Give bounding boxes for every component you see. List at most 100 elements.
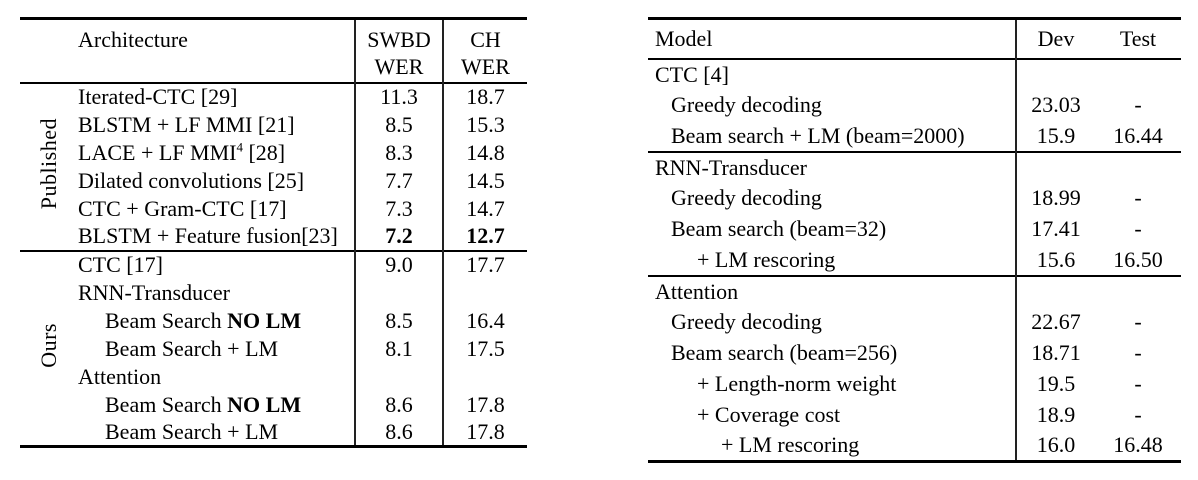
model-cell: RNN-Transducer <box>655 154 807 180</box>
architecture-cell: Beam Search NO LM <box>78 391 355 419</box>
table-row: Beam search + LM (beam=2000) 15.9 16.44 <box>648 120 1181 152</box>
dev-cell <box>1015 275 1095 307</box>
table-row: RNN-Transducer <box>648 151 1181 183</box>
table-row: Beam search (beam=32) 17.41 - <box>648 213 1181 245</box>
model-cell: + LM rescoring <box>721 432 860 458</box>
model-cell: Beam search (beam=256) <box>671 340 898 365</box>
table-row: + Coverage cost 18.9 - <box>648 399 1181 431</box>
dev-cell: 15.9 <box>1015 120 1095 152</box>
table-row: Attention <box>648 275 1181 307</box>
dev-cell: 22.67 <box>1015 306 1095 338</box>
model-cell: + Length-norm weight <box>697 371 897 396</box>
model-cell: Beam search (beam=32) <box>671 216 887 241</box>
ch-cell <box>442 362 527 391</box>
test-cell: - <box>1134 309 1142 334</box>
right-header-row: Model Dev Test <box>648 18 1181 59</box>
model-cell: CTC [4] <box>655 61 729 87</box>
header-swbd: SWBD <box>367 27 431 52</box>
group-label-published: Published <box>36 117 61 210</box>
table-row: LACE + LF MMI4 [28] 8.3 14.8 <box>20 138 527 167</box>
group-cell-published: Published <box>20 83 78 251</box>
swbd-cell: 8.5 <box>354 306 443 335</box>
swbd-cell: 7.2 <box>354 222 443 251</box>
ch-cell: 16.4 <box>442 306 527 335</box>
test-cell <box>1095 152 1181 183</box>
table-row: Dilated convolutions [25] 7.7 14.5 <box>20 166 527 195</box>
model-cell: + LM rescoring <box>697 246 836 272</box>
header-ch-wer: WER <box>461 54 510 79</box>
swbd-cell: 7.7 <box>354 166 443 195</box>
ch-cell: 14.5 <box>442 166 527 195</box>
test-cell <box>1095 59 1181 90</box>
group-label-ours: Ours <box>36 322 61 368</box>
swbd-cell: 11.3 <box>354 82 443 111</box>
dev-cell <box>1015 151 1095 183</box>
header-ch: CH <box>470 27 501 52</box>
test-cell: 16.50 <box>1113 246 1163 272</box>
table-row: BLSTM + LF MMI [21] 8.5 15.3 <box>20 110 527 139</box>
test-cell: 16.48 <box>1113 432 1163 458</box>
architecture-cell: CTC [17] <box>78 252 163 277</box>
section-ctc: CTC [4] Greedy decoding 23.03 - Beam sea… <box>648 58 1181 152</box>
swbd-ch-wer-table: Architecture SWBD WER CH WER Published I… <box>20 17 527 448</box>
column-header-ch-wer: CH WER <box>442 18 527 83</box>
table-row: Beam Search + LM 8.6 17.8 <box>20 418 527 447</box>
swbd-cell: 8.3 <box>354 138 443 167</box>
table-row: Beam search (beam=256) 18.71 - <box>648 337 1181 369</box>
header-swbd-wer: WER <box>374 54 424 79</box>
ch-cell: 14.7 <box>442 194 527 223</box>
model-cell: Greedy decoding <box>671 92 822 117</box>
architecture-cell: Beam Search + LM <box>105 418 279 444</box>
left-header-row: Architecture SWBD WER CH WER <box>20 18 527 83</box>
table-row: + Length-norm weight 19.5 - <box>648 368 1181 400</box>
architecture-citation: [28] <box>242 139 286 165</box>
model-cell: Greedy decoding <box>671 309 822 334</box>
ch-cell: 18.7 <box>442 82 527 111</box>
dev-cell: 17.41 <box>1015 213 1095 245</box>
architecture-cell: RNN-Transducer <box>78 279 230 305</box>
ch-cell: 15.3 <box>442 110 527 139</box>
dev-test-wer-table: Model Dev Test CTC [4] Greedy decoding 2… <box>648 17 1181 463</box>
ch-cell: 12.7 <box>442 222 527 251</box>
ch-cell: 17.5 <box>442 334 527 363</box>
column-header-dev: Dev <box>1015 18 1095 59</box>
dev-cell <box>1015 58 1095 90</box>
architecture-cell: BLSTM + Feature fusion[23] <box>78 223 338 248</box>
table-row: CTC [4] <box>648 58 1181 90</box>
ch-cell: 17.8 <box>442 390 527 419</box>
table-row: + LM rescoring 16.0 16.48 <box>648 430 1181 462</box>
table-row: + LM rescoring 15.6 16.50 <box>648 244 1181 276</box>
test-cell: - <box>1134 340 1142 365</box>
architecture-cell: BLSTM + LF MMI [21] <box>78 111 295 137</box>
architecture-cell: LACE + LF MMI4 [28] <box>78 139 355 167</box>
test-cell: - <box>1134 185 1142 210</box>
architecture-bold-text: NO LM <box>227 307 302 333</box>
dev-cell: 18.71 <box>1015 337 1095 369</box>
test-cell: - <box>1134 402 1142 427</box>
test-cell: 16.44 <box>1113 122 1163 148</box>
dev-cell: 15.6 <box>1015 244 1095 276</box>
model-cell: Greedy decoding <box>671 185 822 210</box>
dev-cell: 16.0 <box>1015 430 1095 462</box>
ch-cell <box>442 278 527 307</box>
dev-cell: 19.5 <box>1015 368 1095 400</box>
column-header-model: Model <box>655 25 713 51</box>
table-row: Ours CTC [17] 9.0 17.7 <box>20 250 527 368</box>
architecture-cell: Dilated convolutions [25] <box>78 167 305 193</box>
swbd-cell: 8.1 <box>354 334 443 363</box>
column-header-architecture: Architecture <box>78 27 188 52</box>
test-cell: - <box>1134 216 1142 241</box>
architecture-cell: Attention <box>78 363 162 389</box>
table-row: Beam Search NO LM 8.6 17.8 <box>20 390 527 419</box>
table-row: BLSTM + Feature fusion[23] 7.2 12.7 <box>20 222 527 251</box>
table-row: Beam Search NO LM 8.5 16.4 <box>20 306 527 335</box>
architecture-text: LACE + LF MMI <box>78 139 237 165</box>
ch-cell: 14.8 <box>442 138 527 167</box>
swbd-cell <box>354 362 443 391</box>
test-cell: - <box>1134 371 1142 396</box>
test-cell <box>1095 276 1181 307</box>
architecture-text: Beam Search <box>105 307 228 333</box>
swbd-cell: 8.5 <box>354 110 443 139</box>
architecture-bold-text: NO LM <box>227 391 302 417</box>
